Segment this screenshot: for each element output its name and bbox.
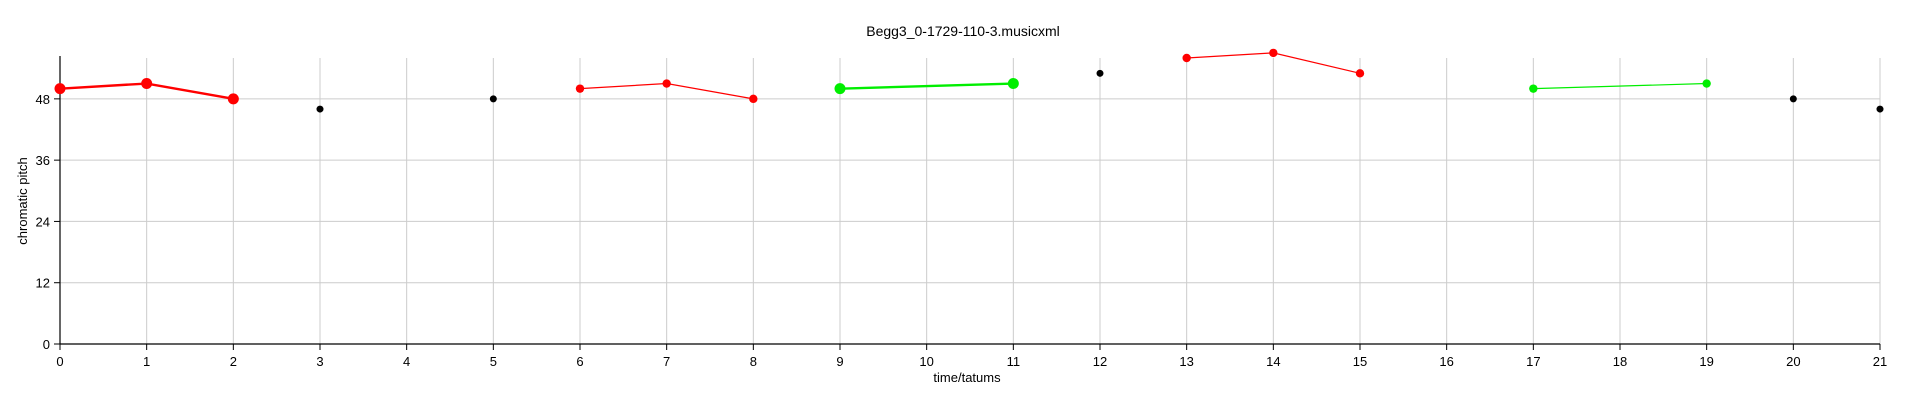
x-tick-label: 1: [143, 354, 150, 369]
green-data-point: [1007, 78, 1019, 90]
y-axis-label: chromatic pitch: [15, 157, 30, 244]
x-tick-label: 20: [1786, 354, 1800, 369]
x-tick-label: 8: [750, 354, 757, 369]
x-tick-label: 17: [1526, 354, 1540, 369]
red-data-point: [749, 94, 758, 104]
y-tick-label: 48: [36, 92, 50, 107]
y-tick-label: 24: [36, 214, 50, 229]
y-tick-label: 12: [36, 276, 50, 291]
data-points: [54, 48, 1884, 113]
red-data-point: [227, 93, 239, 105]
x-tick-label: 16: [1439, 354, 1453, 369]
axes: [54, 56, 1881, 350]
green-data-point: [834, 83, 846, 95]
green-series-line: [1533, 82, 1707, 90]
x-tick-label: 0: [56, 354, 63, 369]
red-data-point: [1182, 53, 1191, 63]
x-tick-label: 21: [1873, 354, 1887, 369]
x-tick-label: 4: [403, 354, 410, 369]
x-tick-label: 18: [1613, 354, 1627, 369]
red-data-point: [1355, 69, 1365, 78]
black-data-point: [1876, 105, 1884, 113]
x-tick-label: 5: [490, 354, 497, 369]
red-data-point: [662, 79, 671, 88]
x-tick-label: 11: [1007, 354, 1021, 369]
x-tick-label: 10: [919, 354, 933, 369]
red-data-point: [575, 84, 585, 93]
black-data-point: [1096, 69, 1104, 77]
green-data-point: [1529, 84, 1538, 93]
x-tick-label: 14: [1266, 354, 1280, 369]
x-tick-label: 6: [576, 354, 583, 369]
green-data-point: [1702, 79, 1711, 88]
x-tick-label: 12: [1093, 354, 1107, 369]
y-tick-label: 0: [43, 337, 50, 352]
x-tick-label: 19: [1699, 354, 1713, 369]
x-tick-label: 3: [316, 354, 323, 369]
tick-labels: 0 1 2 3 4 5 6 7 8 9 10 11 12 13 14 15 16 17 18 19 20 21012243…: [36, 92, 1888, 369]
black-data-point: [1789, 95, 1797, 103]
x-tick-label: 9: [836, 354, 843, 369]
red-data-point: [54, 83, 66, 95]
red-data-point: [141, 78, 153, 90]
green-series-line: [839, 82, 1014, 90]
y-tick-label: 36: [36, 153, 50, 168]
x-tick-label: 2: [230, 354, 237, 369]
x-tick-label: 15: [1353, 354, 1367, 369]
red-data-point: [1269, 48, 1278, 58]
black-data-point: [489, 95, 497, 103]
x-axis-label: time/tatums: [933, 370, 1001, 385]
black-data-point: [316, 105, 324, 113]
x-tick-label: 13: [1179, 354, 1193, 369]
chart-title: Begg3_0-1729-110-3.musicxml: [866, 23, 1060, 39]
grid-lines: [60, 58, 1881, 344]
x-tick-label: 7: [663, 354, 670, 369]
series-lines: [59, 52, 1707, 101]
